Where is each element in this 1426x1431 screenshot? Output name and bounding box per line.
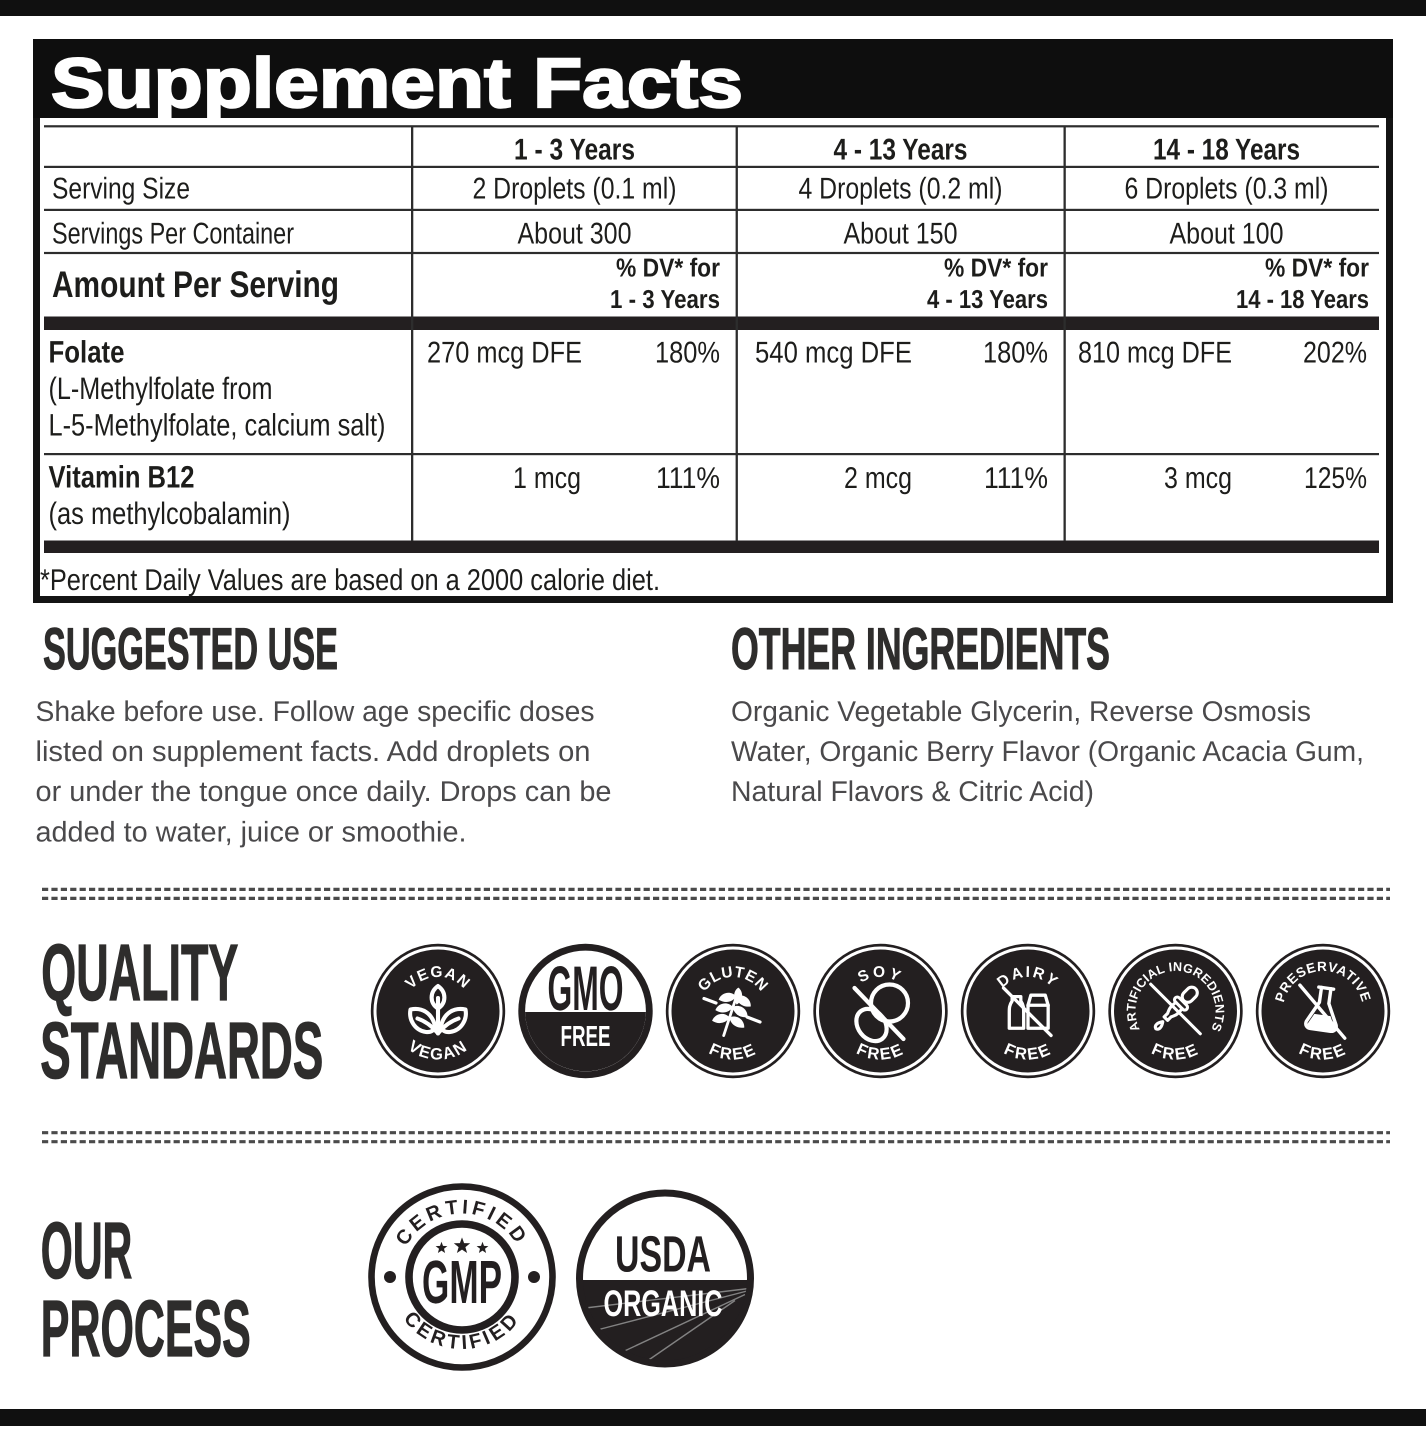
svg-text:Water, Organic Berry Flavor (O: Water, Organic Berry Flavor (Organic Aca… (731, 736, 1364, 768)
svg-text:2 Droplets (0.1 ml): 2 Droplets (0.1 ml) (473, 173, 677, 206)
svg-text:6 Droplets (0.3 ml): 6 Droplets (0.3 ml) (1125, 173, 1329, 206)
svg-text:OTHER INGREDIENTS: OTHER INGREDIENTS (731, 616, 1110, 682)
svg-text:14 - 18 Years: 14 - 18 Years (1236, 284, 1369, 314)
svg-text:540 mcg DFE: 540 mcg DFE (755, 336, 912, 369)
svg-text:1 - 3 Years: 1 - 3 Years (610, 284, 720, 314)
svg-text:Folate: Folate (49, 334, 125, 369)
svg-text:*Percent Daily Values are base: *Percent Daily Values are based on a 200… (40, 564, 660, 597)
svg-text:L-5-Methylfolate, calcium salt: L-5-Methylfolate, calcium salt) (49, 407, 386, 442)
svg-text:(L-Methylfolate from: (L-Methylfolate from (49, 371, 273, 406)
svg-text:ORGANIC: ORGANIC (604, 1283, 723, 1324)
svg-text:180%: 180% (655, 336, 720, 369)
svg-text:FREE: FREE (1001, 1040, 1054, 1064)
svg-text:202%: 202% (1303, 336, 1367, 369)
svg-text:111%: 111% (656, 462, 720, 495)
svg-text:4 - 13 Years: 4 - 13 Years (927, 284, 1048, 314)
svg-text:1 - 3 Years: 1 - 3 Years (514, 133, 635, 166)
svg-text:Serving Size: Serving Size (52, 173, 190, 206)
svg-text:PROCESS: PROCESS (41, 1284, 251, 1373)
svg-text:FREE: FREE (1149, 1040, 1202, 1064)
svg-text:About 150: About 150 (844, 218, 958, 251)
svg-text:Shake before use. Follow age s: Shake before use. Follow age specific do… (36, 696, 595, 728)
svg-text:listed on supplement facts. Ad: listed on supplement facts. Add droplets… (36, 736, 591, 768)
svg-text:STANDARDS: STANDARDS (40, 1006, 323, 1095)
svg-text:Natural Flavors & Citric Acid): Natural Flavors & Citric Acid) (731, 776, 1094, 808)
svg-text:14 - 18 Years: 14 - 18 Years (1153, 133, 1300, 166)
svg-text:QUALITY: QUALITY (41, 928, 238, 1017)
svg-text:FREE: FREE (561, 1021, 611, 1053)
svg-text:1 mcg: 1 mcg (513, 462, 581, 495)
svg-text:180%: 180% (983, 336, 1048, 369)
svg-text:4 - 13 Years: 4 - 13 Years (834, 133, 968, 166)
svg-text:Supplement Facts: Supplement Facts (51, 44, 743, 122)
svg-text:FREE: FREE (1296, 1040, 1349, 1064)
svg-text:FREE: FREE (706, 1040, 759, 1064)
svg-text:2 mcg: 2 mcg (844, 462, 912, 495)
svg-text:% DV* for: % DV* for (616, 253, 720, 283)
svg-text:GMO: GMO (548, 954, 624, 1024)
svg-text:USDA: USDA (615, 1226, 711, 1283)
svg-text:270 mcg DFE: 270 mcg DFE (427, 336, 582, 369)
svg-text:GMP: GMP (422, 1248, 502, 1316)
svg-text:810 mcg DFE: 810 mcg DFE (1078, 336, 1232, 369)
svg-text:or under the tongue once daily: or under the tongue once daily. Drops ca… (36, 776, 612, 808)
svg-text:Amount Per Serving: Amount Per Serving (52, 264, 339, 305)
svg-text:(as methylcobalamin): (as methylcobalamin) (49, 496, 291, 531)
svg-text:Organic Vegetable Glycerin, Re: Organic Vegetable Glycerin, Reverse Osmo… (731, 696, 1311, 728)
svg-text:111%: 111% (984, 462, 1048, 495)
svg-text:4 Droplets (0.2 ml): 4 Droplets (0.2 ml) (799, 173, 1003, 206)
svg-text:About 300: About 300 (518, 218, 632, 251)
svg-text:Vitamin B12: Vitamin B12 (49, 459, 195, 494)
svg-text:SUGGESTED USE: SUGGESTED USE (43, 616, 338, 682)
svg-text:% DV* for: % DV* for (944, 253, 1048, 283)
svg-text:FREE: FREE (854, 1040, 907, 1064)
svg-text:125%: 125% (1304, 462, 1367, 495)
svg-text:Servings Per Container: Servings Per Container (52, 218, 294, 251)
svg-text:OUR: OUR (41, 1206, 133, 1295)
svg-text:added to water, juice or smoot: added to water, juice or smoothie. (36, 816, 467, 848)
svg-text:About 100: About 100 (1170, 218, 1284, 251)
svg-text:3 mcg: 3 mcg (1164, 462, 1232, 495)
svg-text:% DV* for: % DV* for (1265, 253, 1369, 283)
